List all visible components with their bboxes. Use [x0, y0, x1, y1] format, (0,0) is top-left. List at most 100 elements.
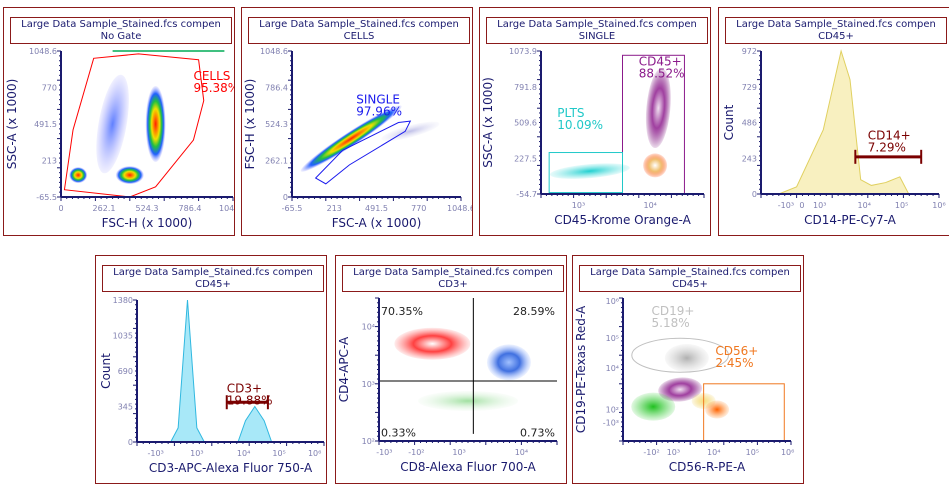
x-tick-label: 10⁴: [707, 448, 720, 457]
plot-panel[interactable]: Large Data Sample_Stained.fcs compen CD45…: [95, 255, 327, 484]
population-cd56: [705, 400, 730, 419]
population-cd8: [418, 390, 518, 411]
gate-label: CELLS: [193, 69, 230, 83]
y-axis-label: SSC-A (x 1000): [481, 77, 495, 168]
plot-canvas[interactable]: CD14+7.29% -10³ 0 10³ 10⁴ 10⁵ 10⁶ 972 729 486 243 0…: [719, 8, 949, 235]
quadrant-percent: 0.73%: [520, 427, 555, 440]
population: [631, 392, 676, 421]
population: [658, 377, 703, 402]
gate-name: SINGLE: [578, 31, 616, 42]
density-population: [645, 68, 671, 149]
x-tick-label: 524.3: [136, 204, 159, 213]
gate-percent: 5.18%: [652, 316, 690, 330]
plot-canvas[interactable]: CD19+5.18% CD56+2.45% -10² 10³ 10⁴ 10⁵ 10⁶ 10⁶ 1…: [573, 256, 803, 483]
x-axis-label: CD8-Alexa Fluor 700-A: [400, 460, 536, 474]
gate-name: CD45+: [818, 31, 854, 42]
plot-panel[interactable]: Large Data Sample_Stained.fcs compen CD45…: [572, 255, 804, 484]
density-population: [69, 167, 88, 184]
plot-title: Large Data Sample_Stained.fcs compen: [113, 267, 313, 278]
x-tick-label: 213: [327, 204, 342, 213]
y-axis-label: CD19-PE-Texas Red-A: [574, 305, 588, 433]
y-tick-label: 10²: [362, 437, 375, 446]
plot-panel[interactable]: Large Data Sample_Stained.fcs compen CELL…: [241, 7, 473, 236]
quadrant-percent: 0.33%: [381, 427, 416, 440]
histogram-area: [778, 49, 910, 195]
gate-label: SINGLE: [356, 93, 400, 107]
plot-title: Large Data Sample_Stained.fcs compen: [736, 19, 936, 30]
plot-panel[interactable]: Large Data Sample_Stained.fcs compen SING…: [479, 7, 711, 236]
x-axis-label: FSC-H (x 1000): [102, 216, 193, 230]
x-tick-label: 0: [58, 204, 63, 213]
plot-header[interactable]: Large Data Sample_Stained.fcs compen CD3+: [342, 265, 564, 292]
plot-canvas[interactable]: 70.35% 28.59% 0.33% 0.73% -10³ -10² 10³ 10⁴ 10⁴ 1…: [336, 256, 566, 483]
x-tick-label: 10⁶: [932, 201, 945, 210]
gate-label: CD19+: [652, 304, 695, 318]
plot-header[interactable]: Large Data Sample_Stained.fcs compen CD45…: [579, 265, 801, 292]
x-tick-label: -10²: [643, 448, 659, 457]
y-tick-label: 491.5: [34, 120, 57, 129]
plot-title: Large Data Sample_Stained.fcs compen: [21, 19, 221, 30]
x-tick-label: 10³: [813, 201, 826, 210]
gate-label: CD14+: [868, 129, 911, 143]
gate-single: [314, 120, 412, 185]
plot-panel[interactable]: Large Data Sample_Stained.fcs compen CD45…: [718, 7, 949, 236]
x-tick-label: -10³: [376, 448, 392, 457]
x-tick-label: -10²: [408, 448, 424, 457]
y-tick-label: 10⁴: [606, 364, 619, 373]
gate-plts: [548, 152, 623, 194]
plot-header[interactable]: Large Data Sample_Stained.fcs compen No G…: [10, 17, 232, 44]
gate-percent: 2.45%: [715, 356, 753, 370]
y-tick-label: 1380: [113, 296, 133, 305]
density-population: [643, 153, 668, 178]
x-tick-label: 1048.6: [219, 204, 234, 213]
y-tick-label: 10⁶: [606, 297, 619, 306]
plot-header[interactable]: Large Data Sample_Stained.fcs compen CD45…: [725, 17, 947, 44]
population-cd4-cd8: [486, 344, 531, 381]
plot-title: Large Data Sample_Stained.fcs compen: [497, 19, 697, 30]
y-tick-label: 227.5: [514, 154, 537, 163]
plot-header[interactable]: Large Data Sample_Stained.fcs compen SING…: [486, 17, 708, 44]
density-population: [96, 74, 129, 174]
plot-title: Large Data Sample_Stained.fcs compen: [353, 267, 553, 278]
plot-title: Large Data Sample_Stained.fcs compen: [259, 19, 459, 30]
y-tick-label: 10⁴: [362, 323, 375, 332]
density-population: [550, 163, 630, 179]
plot-panel[interactable]: Large Data Sample_Stained.fcs compen No G…: [3, 7, 235, 236]
y-tick-label: 1073.9: [509, 47, 537, 56]
y-tick-label: 1048.6: [29, 47, 57, 56]
plot-header[interactable]: Large Data Sample_Stained.fcs compen CELL…: [248, 17, 470, 44]
gate-name: No Gate: [100, 31, 142, 42]
x-axis-label: CD45-Krome Orange-A: [554, 213, 691, 227]
x-tick-label: 10⁵: [746, 448, 759, 457]
x-tick-label: 10⁶: [781, 448, 794, 457]
plot-panel[interactable]: Large Data Sample_Stained.fcs compen CD3+…: [335, 255, 567, 484]
y-tick-label: 690: [118, 367, 133, 376]
y-tick-label: 0: [752, 190, 757, 199]
plot-canvas[interactable]: CD3+19.88% -10³ 10³ 10⁴ 10⁵ 10⁶ 1380 1035 690 345…: [96, 256, 326, 483]
density-population: [145, 86, 166, 162]
plot-header[interactable]: Large Data Sample_Stained.fcs compen CD45…: [102, 265, 324, 292]
x-axis-label: CD56-R-PE-A: [669, 460, 746, 474]
gate-name: CELLS: [343, 31, 375, 42]
x-axis-label: FSC-A (x 1000): [332, 216, 422, 230]
y-tick-label: 786.4: [265, 84, 288, 93]
density-population: [381, 121, 440, 141]
y-tick-label: 729: [742, 83, 757, 92]
y-tick-label: 1035: [113, 332, 133, 341]
x-tick-label: 10⁴: [515, 448, 528, 457]
density-population: [300, 105, 402, 172]
population-cd4: [394, 327, 471, 360]
x-tick-label: 10⁵: [895, 201, 908, 210]
x-tick-label: 0: [799, 201, 804, 210]
y-tick-label: 0: [283, 193, 288, 202]
x-axis-label: CD3-APC-Alexa Fluor 750-A: [149, 461, 313, 475]
x-tick-label: 10⁴: [237, 449, 250, 458]
gate-percent: 7.29%: [868, 141, 906, 155]
x-tick-label: 10³: [667, 448, 680, 457]
x-tick-label: 770: [411, 204, 426, 213]
plot-title: Large Data Sample_Stained.fcs compen: [590, 267, 790, 278]
gate-cells: [63, 53, 205, 198]
